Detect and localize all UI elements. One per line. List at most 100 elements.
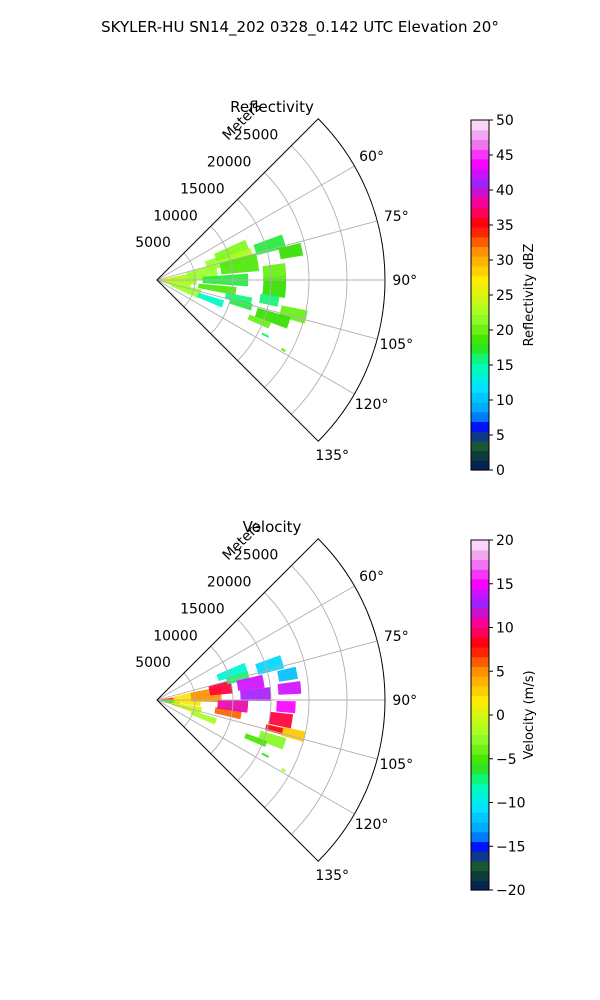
reflectivity-title: Reflectivity xyxy=(230,98,314,116)
colorbar-segment xyxy=(471,207,489,218)
radar-cell xyxy=(261,332,270,338)
radar-cell xyxy=(277,666,298,682)
colorbar-segment xyxy=(471,870,489,881)
colorbar-segment xyxy=(471,168,489,179)
colorbar-tick-label: 15 xyxy=(496,577,514,593)
colorbar-segment xyxy=(471,598,489,609)
radar-cell xyxy=(277,681,302,695)
colorbar-segment xyxy=(471,646,489,658)
colorbar: −20 −15 −10 −5 0 5 10 15 20 Velocity (m/s) xyxy=(470,533,537,899)
colorbar-segment xyxy=(471,792,489,804)
colorbar-tick-label: 0 xyxy=(496,463,505,479)
colorbar-segment xyxy=(471,411,489,422)
colorbar-segment xyxy=(471,540,489,551)
colorbar-segment xyxy=(471,860,489,872)
azimuth-tick-label: 90° xyxy=(392,273,417,289)
radar-cell xyxy=(219,253,260,275)
colorbar-segment xyxy=(471,285,489,296)
colorbar-segment xyxy=(471,773,489,784)
colorbar-segment xyxy=(471,372,489,384)
colorbar-segment xyxy=(471,763,489,774)
colorbar-tick-label: 45 xyxy=(496,148,514,164)
colorbar-tick-label: 20 xyxy=(496,533,514,549)
radar-cell xyxy=(276,701,296,714)
radar-cell xyxy=(280,767,286,773)
radar-data-layer xyxy=(157,655,306,773)
figure-suptitle: SKYLER-HU SN14_202 0328_0.142 UTC Elevat… xyxy=(101,18,499,37)
colorbar-segment xyxy=(471,637,489,648)
colorbar-segment xyxy=(471,715,489,726)
azimuth-gridline xyxy=(156,699,355,815)
colorbar-segment xyxy=(471,744,489,755)
colorbar-tick-label: −20 xyxy=(496,883,526,899)
colorbar-tick-label: −15 xyxy=(496,839,526,855)
sector-outline xyxy=(156,118,386,442)
colorbar-segment xyxy=(471,226,489,238)
colorbar-segment xyxy=(471,246,489,257)
colorbar-tick-label: 0 xyxy=(496,708,505,724)
colorbar-segment xyxy=(471,841,489,852)
azimuth-gridline xyxy=(156,585,355,701)
azimuth-gridline xyxy=(156,699,378,760)
radial-tick-label: 5000 xyxy=(135,655,171,671)
colorbar-segment xyxy=(471,149,489,160)
colorbar-tick-label: 40 xyxy=(496,183,514,199)
colorbar-label: Velocity (m/s) xyxy=(522,670,537,759)
colorbar-tick-label: 20 xyxy=(496,323,514,339)
colorbar-segment xyxy=(471,831,489,842)
colorbar-segment xyxy=(471,559,489,570)
colorbar-segment xyxy=(471,666,489,677)
radar-cell xyxy=(265,724,285,736)
colorbar-segment xyxy=(471,724,489,736)
colorbar-segment xyxy=(471,265,489,277)
radar-cell xyxy=(190,710,217,725)
colorbar-tick-label: 5 xyxy=(496,428,505,444)
azimuth-tick-label: 60° xyxy=(359,569,384,585)
colorbar-segment xyxy=(471,851,489,862)
colorbar-segment xyxy=(471,382,489,393)
radial-tick-label: 10000 xyxy=(153,628,198,644)
radial-tick-label: 20000 xyxy=(207,155,252,171)
colorbar-segment xyxy=(471,450,489,461)
colorbar-segment xyxy=(471,275,489,286)
radar-cell xyxy=(214,239,250,262)
colorbar-segment xyxy=(471,120,489,131)
radial-tick-label: 15000 xyxy=(180,601,225,617)
colorbar-segment xyxy=(471,324,489,335)
radar-cell xyxy=(262,263,287,280)
azimuth-tick-label: 120° xyxy=(355,397,389,413)
sector-outline xyxy=(156,538,386,862)
colorbar-segment xyxy=(471,314,489,325)
colorbar-segment xyxy=(471,753,489,765)
colorbar-tick-label: 35 xyxy=(496,218,514,234)
radar-cell xyxy=(216,662,248,682)
colorbar-segment xyxy=(471,129,489,141)
colorbar-segment xyxy=(471,236,489,247)
colorbar-segment xyxy=(471,578,489,590)
colorbar-segment xyxy=(471,627,489,638)
colorbar-segment xyxy=(471,256,489,267)
radar-cell xyxy=(255,655,285,675)
radar-cell xyxy=(253,234,287,256)
azimuth-tick-label: 60° xyxy=(359,149,384,165)
colorbar-segment xyxy=(471,821,489,833)
azimuth-gridline xyxy=(156,640,378,701)
radar-cell xyxy=(261,752,270,758)
radar-cell xyxy=(208,680,233,696)
colorbar-tick-label: 5 xyxy=(496,664,505,680)
radar-cell xyxy=(170,283,202,299)
colorbar-segment xyxy=(471,656,489,667)
colorbar-tick-label: 25 xyxy=(496,288,514,304)
azimuth-tick-label: 105° xyxy=(379,757,413,773)
colorbar-segment xyxy=(471,617,489,629)
azimuth-gridline xyxy=(156,279,355,395)
colorbar-segment xyxy=(471,421,489,432)
colorbar-segment xyxy=(471,440,489,452)
radar-cell xyxy=(240,687,271,701)
colorbar-segment xyxy=(471,188,489,199)
azimuth-tick-label: 75° xyxy=(384,629,409,645)
reflectivity-panel: Reflectivity 60° 75° 90° 105° 120° 135° 5000 10… xyxy=(135,98,537,479)
colorbar-segment xyxy=(471,734,489,745)
colorbar-tick-label: 30 xyxy=(496,253,514,269)
